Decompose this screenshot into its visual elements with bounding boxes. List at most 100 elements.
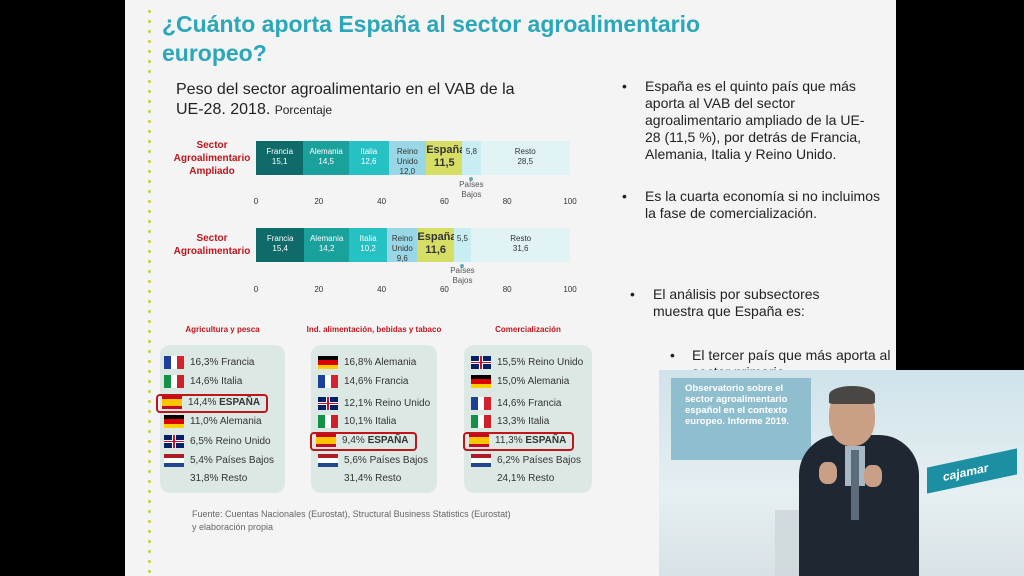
divider-dot bbox=[148, 530, 151, 533]
bar-segment: Reino Unido 9,6 bbox=[387, 228, 418, 263]
divider-dot bbox=[148, 300, 151, 303]
bullet-dot: • bbox=[630, 286, 635, 302]
country-name: Italia bbox=[375, 416, 397, 427]
x-tick-label: 40 bbox=[377, 197, 387, 206]
divider-dot bbox=[148, 500, 151, 503]
segment-value: 11,5 bbox=[433, 157, 455, 169]
segment-label: Francia bbox=[266, 147, 294, 156]
segment-value: 5,8 bbox=[465, 147, 477, 156]
segment-value: 15,1 bbox=[271, 157, 288, 166]
country-item-highlighted: 9,4% ESPAÑA bbox=[310, 432, 417, 451]
row-label: Sector Agroalimentario Ampliado bbox=[173, 140, 251, 177]
divider-dot bbox=[148, 460, 151, 463]
country-share: 5,4% bbox=[190, 455, 216, 466]
divider-dot bbox=[148, 480, 151, 483]
country-share: 14,6% bbox=[190, 376, 222, 387]
x-tick-label: 100 bbox=[563, 285, 577, 294]
annotation-label: Países Bajos bbox=[459, 180, 484, 199]
divider-dot bbox=[148, 400, 151, 403]
segment-value: 9,6 bbox=[396, 254, 408, 263]
divider-dot bbox=[148, 510, 151, 513]
segment-label: Reino Unido bbox=[396, 147, 418, 166]
flag-es-icon bbox=[316, 434, 336, 447]
divider-dot bbox=[148, 430, 151, 433]
segment-value: 10,2 bbox=[360, 244, 376, 253]
no-flag bbox=[471, 472, 491, 485]
flag-es-icon bbox=[469, 434, 489, 447]
country-share: 6,2% bbox=[497, 455, 523, 466]
divider-dot bbox=[148, 160, 151, 163]
x-tick-label: 40 bbox=[377, 285, 387, 294]
country-item: 24,1% Resto bbox=[471, 471, 554, 487]
row-label: Sector Agroalimentario bbox=[173, 233, 251, 257]
x-tick-label: 60 bbox=[439, 285, 449, 294]
flag-es-icon bbox=[162, 396, 182, 409]
bullet-dot: • bbox=[670, 347, 675, 363]
country-name: Reino Unido bbox=[375, 398, 431, 409]
country-share: 5,6% bbox=[344, 455, 370, 466]
no-flag bbox=[318, 472, 338, 485]
divider-dot bbox=[148, 260, 151, 263]
country-share: 14,6% bbox=[497, 398, 529, 409]
divider-dot bbox=[148, 470, 151, 473]
speaker-hand-right bbox=[864, 465, 882, 487]
annotation-dot bbox=[460, 264, 465, 268]
country-item: 16,8% Alemania bbox=[318, 355, 416, 371]
country-item: 5,6% Países Bajos bbox=[318, 453, 428, 469]
country-name: Italia bbox=[528, 416, 550, 427]
country-item-highlighted: 11,3% ESPAÑA bbox=[463, 432, 575, 451]
country-name: ESPAÑA bbox=[525, 435, 567, 447]
country-name: Reino Unido bbox=[215, 436, 271, 447]
divider-dot bbox=[148, 150, 151, 153]
country-item: 14,6% Francia bbox=[318, 374, 409, 390]
segment-value: 14,2 bbox=[318, 244, 335, 253]
bar-segment: España 11,5 bbox=[426, 141, 465, 175]
chart-title-unit: Porcentaje bbox=[274, 103, 333, 117]
panel-heading: Agricultura y pesca bbox=[185, 325, 260, 334]
country-name: Francia bbox=[375, 376, 409, 387]
divider-dot bbox=[148, 550, 151, 553]
divider-dot bbox=[148, 340, 151, 343]
segment-label: España bbox=[417, 231, 457, 243]
divider-dot bbox=[148, 230, 151, 233]
segment-label: Resto bbox=[514, 147, 536, 156]
bullet-2: Es la cuarta economía si no incluimos la… bbox=[645, 188, 880, 221]
divider-dot bbox=[148, 140, 151, 143]
flag-it-icon bbox=[318, 414, 338, 428]
flag-nl-icon bbox=[318, 453, 338, 467]
country-item: 11,0% Alemania bbox=[164, 414, 262, 430]
segment-value: 15,4 bbox=[272, 244, 288, 253]
segment-value: 12,6 bbox=[360, 157, 377, 166]
annotation-label: Países Bajos bbox=[450, 266, 475, 285]
divider-dot bbox=[148, 370, 151, 373]
segment-label: Italia bbox=[359, 234, 377, 243]
divider-dot bbox=[148, 20, 151, 23]
country-share: 13,3% bbox=[497, 416, 529, 427]
bullet-3: El análisis por subsectores muestra que … bbox=[653, 286, 820, 319]
divider-dot bbox=[148, 240, 151, 243]
bullet-dot: • bbox=[622, 188, 627, 204]
speaker-tie bbox=[851, 450, 859, 520]
x-tick-label: 100 bbox=[563, 197, 577, 206]
cajamar-logo: cajamar bbox=[927, 448, 1017, 494]
flag-de-icon bbox=[318, 355, 338, 369]
bar-segment: Resto 31,6 bbox=[471, 228, 571, 262]
country-name: Alemania bbox=[374, 357, 417, 368]
segment-label: Resto bbox=[510, 234, 532, 243]
country-name: ESPAÑA bbox=[219, 397, 261, 409]
country-name: Resto bbox=[375, 473, 402, 484]
divider-dot bbox=[148, 520, 151, 523]
country-name: Países Bajos bbox=[522, 455, 581, 466]
country-item: 13,3% Italia bbox=[471, 414, 549, 430]
x-tick-label: 60 bbox=[439, 197, 449, 206]
x-tick-label: 20 bbox=[314, 197, 324, 206]
country-name: Países Bajos bbox=[215, 455, 274, 466]
country-item: 14,6% Francia bbox=[471, 396, 562, 412]
bar-segment: Italia 10,2 bbox=[348, 228, 388, 262]
divider-dot bbox=[148, 200, 151, 203]
bar-segment: Francia 15,4 bbox=[256, 228, 305, 262]
segment-value: 11,6 bbox=[425, 244, 446, 256]
speaker-hair bbox=[829, 386, 875, 404]
bar-segment: Resto 28,5 bbox=[480, 141, 570, 175]
country-share: 12,1% bbox=[344, 398, 376, 409]
